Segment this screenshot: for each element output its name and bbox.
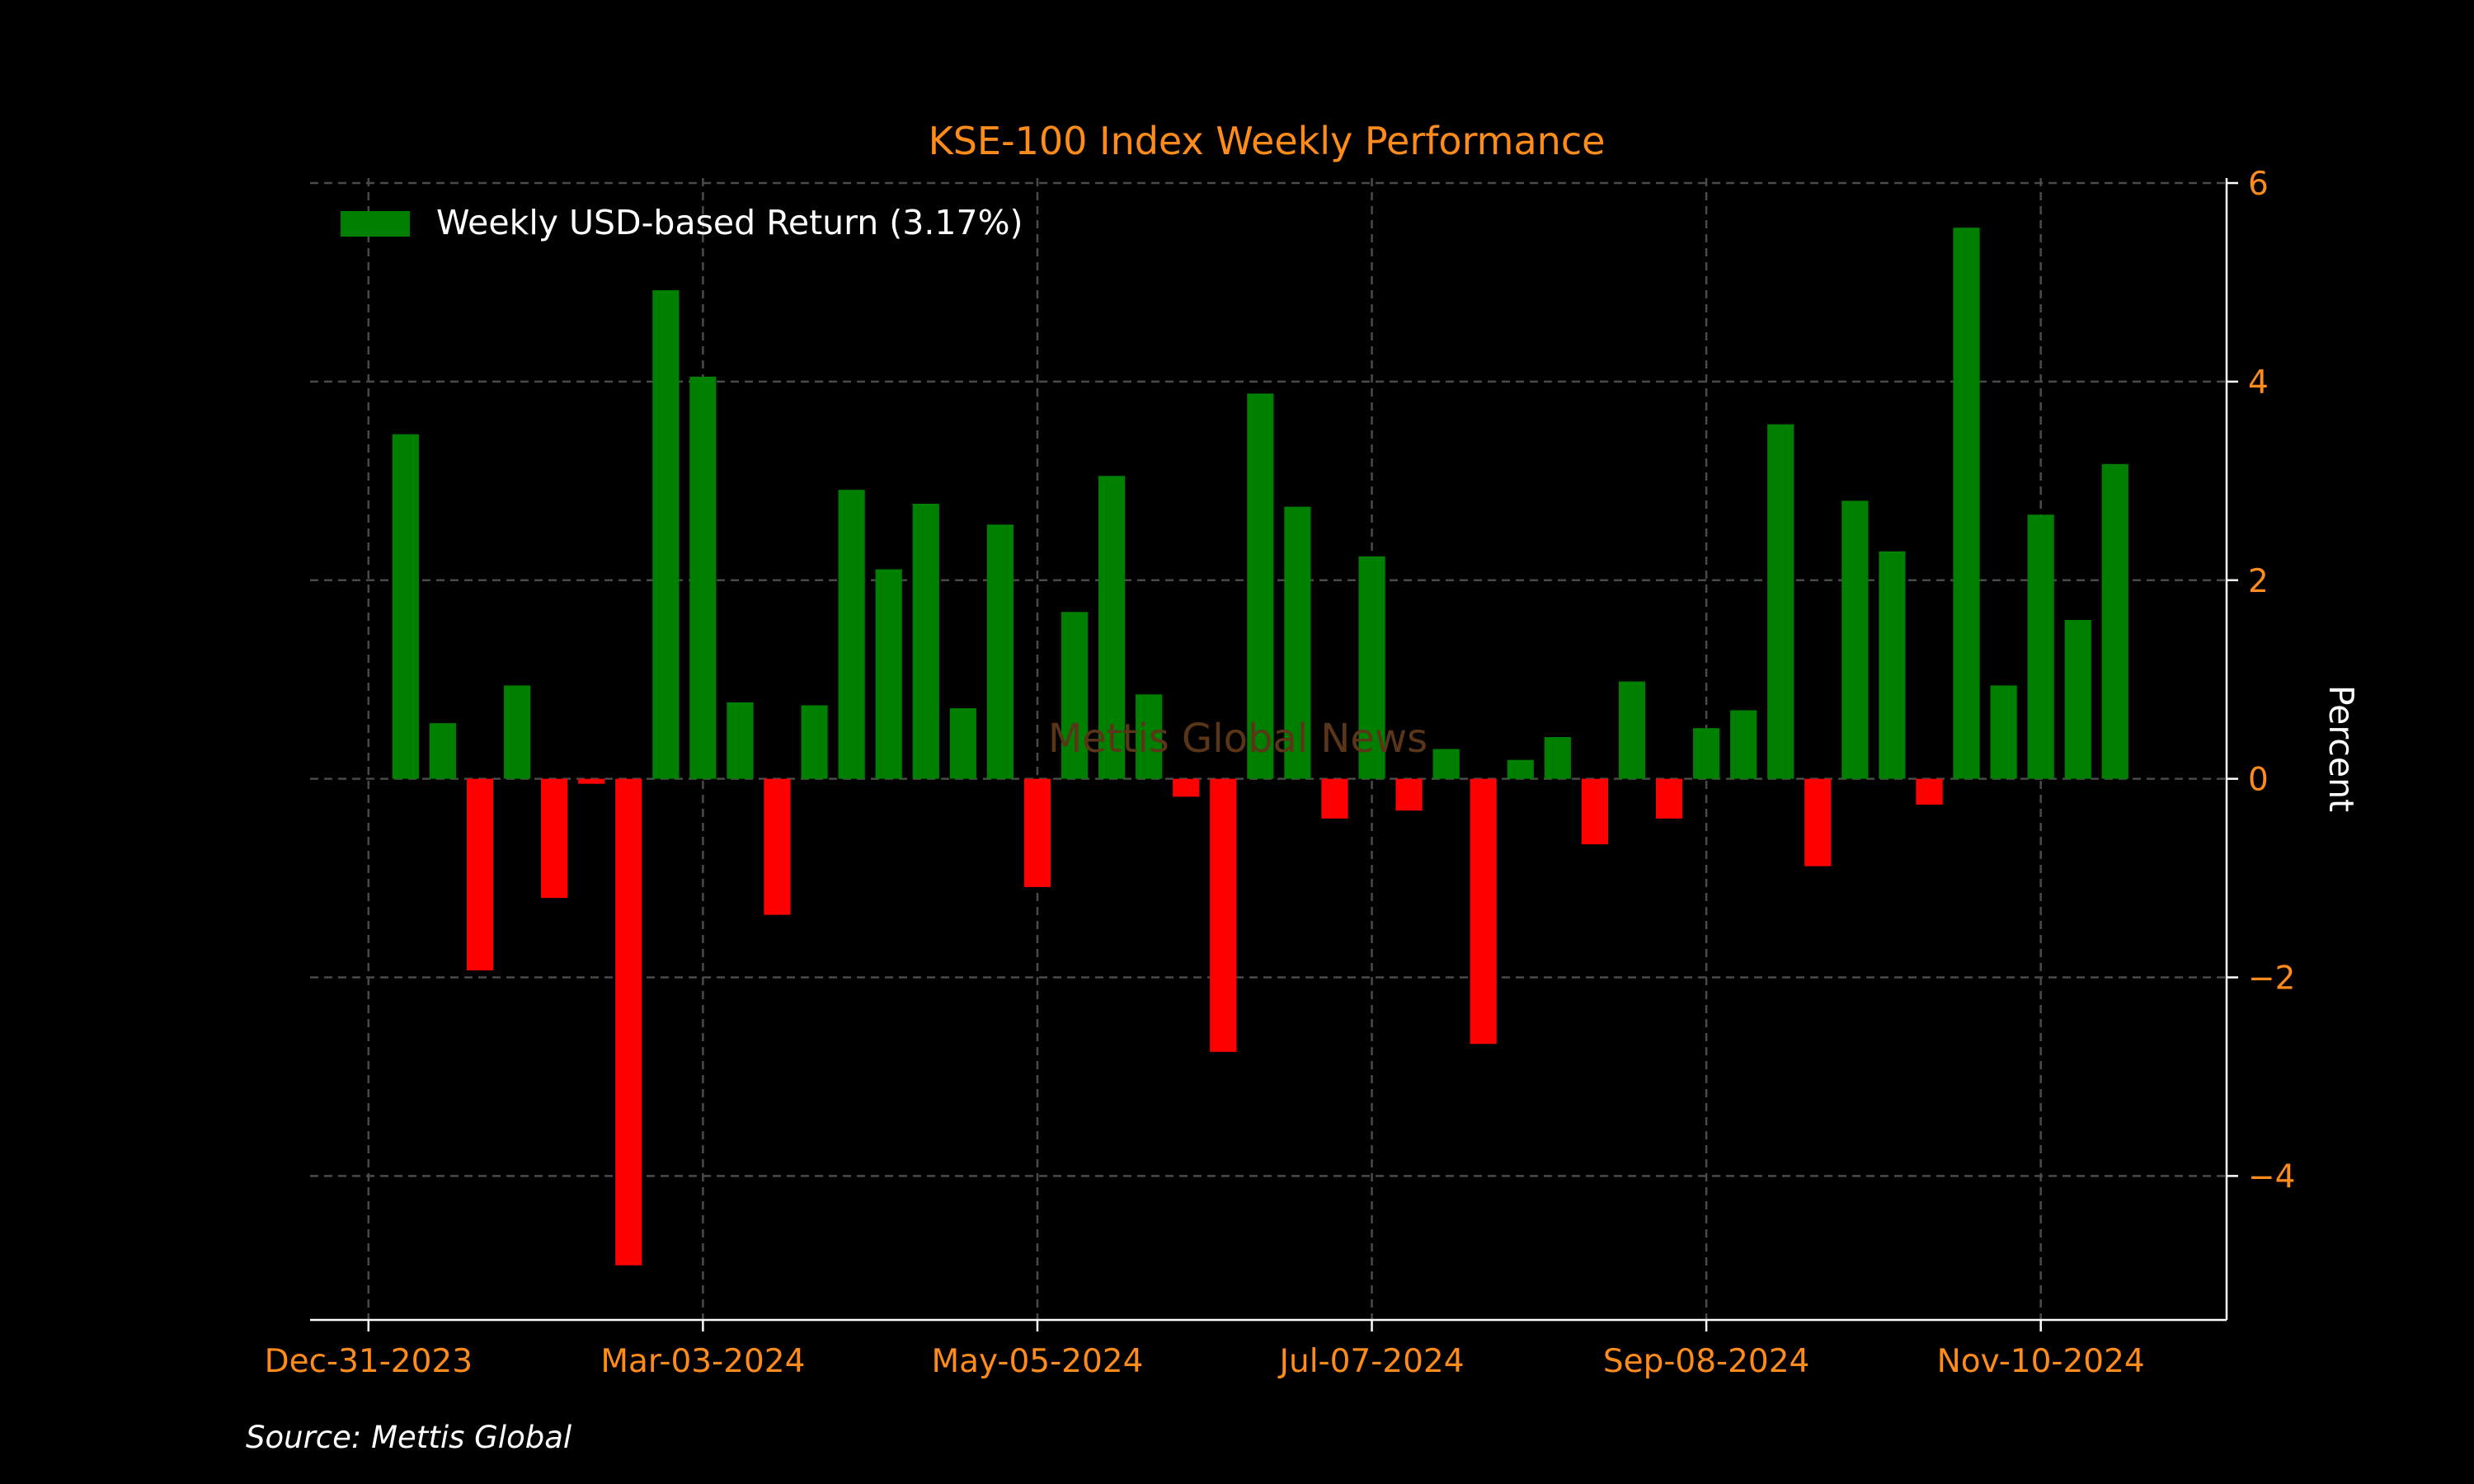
y-ticks: −4 −2 0 2 4 6 (2227, 166, 2296, 1195)
legend-swatch (341, 211, 410, 237)
x-tick-label: May-05-2024 (931, 1343, 1143, 1380)
bar (801, 705, 828, 779)
bar (615, 778, 642, 1266)
bar (1358, 556, 1385, 779)
bar (1953, 228, 1980, 779)
x-tick-label: Mar-03-2024 (600, 1343, 805, 1380)
bar (1990, 685, 2017, 779)
source-note: Source: Mettis Global (246, 1420, 572, 1455)
bar (578, 778, 605, 784)
bar (1507, 759, 1534, 779)
bar (875, 569, 902, 779)
bar (689, 376, 717, 779)
bar (912, 504, 939, 779)
bar (1655, 778, 1683, 819)
y-tick-label: −4 (2248, 1158, 2296, 1195)
x-tick-label: Nov-10-2024 (1937, 1343, 2145, 1380)
x-tick-label: Dec-31-2023 (265, 1343, 473, 1380)
bar (1730, 710, 1757, 779)
bar (541, 778, 568, 899)
legend-label: Weekly USD-based Return (3.17%) (436, 203, 1023, 242)
bar (392, 434, 419, 779)
legend: Weekly USD-based Return (3.17%) (341, 203, 1023, 242)
x-tick-label: Sep-08-2024 (1603, 1343, 1810, 1380)
bar (1804, 778, 1832, 866)
bar (2101, 463, 2128, 779)
bar (764, 778, 791, 915)
y-tick-label: 6 (2248, 166, 2269, 203)
x-ticks: Dec-31-2023 Mar-03-2024 May-05-2024 Jul-07-… (265, 1320, 2145, 1380)
chart-title: KSE-100 Index Weekly Performance (929, 119, 1606, 163)
bar (1173, 778, 1200, 797)
bar (1581, 778, 1609, 845)
axes (310, 178, 2228, 1322)
bar (652, 290, 680, 779)
y-tick-label: −2 (2248, 960, 2296, 998)
bar (1470, 778, 1497, 1045)
bar (949, 708, 976, 779)
y-axis-label: Percent (2321, 685, 2361, 812)
bar (1544, 737, 1571, 779)
bar (727, 702, 754, 779)
bar (1321, 778, 1348, 819)
bar (1098, 476, 1126, 779)
bar (1618, 681, 1646, 779)
bar (1879, 551, 1906, 779)
bar (1693, 728, 1720, 779)
bar (1841, 500, 1869, 779)
bar (1916, 778, 1943, 805)
bar (503, 685, 531, 779)
y-tick-label: 4 (2248, 364, 2269, 402)
x-tick-label: Jul-07-2024 (1277, 1343, 1464, 1380)
y-tick-label: 0 (2248, 762, 2269, 799)
y-tick-label: 2 (2248, 563, 2269, 600)
bar (1247, 393, 1274, 779)
bars (392, 228, 2128, 1266)
watermark: Mettis Global News (1048, 716, 1427, 762)
bar (986, 524, 1014, 779)
bar (1061, 612, 1089, 779)
bar (1767, 424, 1794, 779)
bar (1136, 694, 1163, 779)
bar (466, 778, 494, 971)
bar (429, 723, 457, 779)
bar (1210, 778, 1237, 1052)
bar (2027, 514, 2054, 779)
bar (838, 490, 865, 779)
bar (1395, 778, 1423, 811)
bar (2064, 619, 2091, 779)
bar (1432, 749, 1460, 779)
bar (1023, 778, 1051, 887)
bar (1284, 506, 1311, 779)
